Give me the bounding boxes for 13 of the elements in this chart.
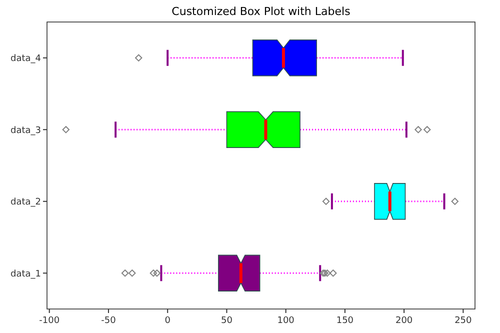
x-tick-label: 50: [220, 316, 233, 326]
y-tick-label: data_1: [10, 269, 41, 280]
y-tick-label: data_4: [10, 54, 42, 64]
x-tick-label: 100: [277, 316, 295, 326]
x-tick-label: 200: [395, 316, 413, 326]
x-tick-label: -50: [101, 316, 116, 326]
x-tick-label: 0: [164, 316, 171, 326]
x-tick-label: 150: [336, 316, 354, 326]
y-tick-label: data_2: [10, 198, 41, 208]
y-tick-label: data_3: [10, 126, 41, 136]
x-tick-label: 250: [454, 316, 472, 326]
x-tick-label: -100: [39, 316, 60, 326]
chart-title: Customized Box Plot with Labels: [172, 5, 351, 18]
